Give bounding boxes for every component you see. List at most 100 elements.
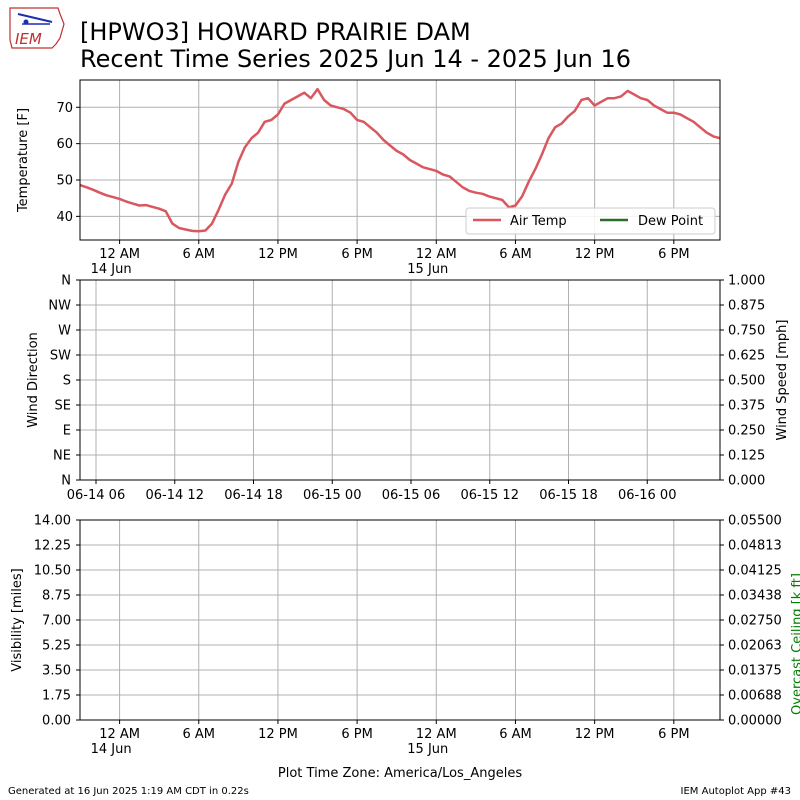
y-tick-label: 8.75: [42, 589, 71, 604]
y-tick-label: 60: [56, 137, 73, 152]
y2-tick-label: 0.01375: [728, 664, 782, 679]
y-tick-label: W: [58, 324, 71, 339]
y2-axis-label-ceiling: Overcast Ceiling [k ft]: [790, 573, 800, 715]
y2-tick-label: 0.250: [728, 424, 765, 439]
x-tick-label-line: 6 PM: [658, 247, 689, 262]
y-tick-label: 12.25: [34, 539, 71, 554]
y-tick-label: 0.00: [42, 714, 71, 729]
legend-label-air-temp: Air Temp: [510, 214, 567, 229]
x-tick-label-line: 6 AM: [499, 247, 532, 262]
legend-box: [465, 207, 716, 235]
y-axis-label-temperature: Temperature [F]: [16, 108, 31, 213]
x-tick-label: 12 PM: [258, 727, 298, 742]
y2-tick-label: 0.00000: [728, 714, 782, 729]
x-tick-label: 12 AM 14 Jun: [91, 727, 140, 757]
y-tick-label: 7.00: [42, 614, 71, 629]
y-tick-label: N: [61, 274, 71, 289]
y-tick-label: 1.75: [42, 689, 71, 704]
y-tick-label: N: [61, 474, 71, 489]
y2-tick-label: 0.05500: [728, 514, 782, 529]
y-tick-label: SW: [50, 349, 71, 364]
x-tick-label: 12 PM: [575, 727, 615, 742]
y2-tick-label: 0.500: [728, 374, 765, 389]
series-line-air-temp: [79, 87, 721, 233]
x-tick-label: 06-15 00: [303, 488, 361, 503]
x-tick-label: 6 PM: [658, 247, 689, 262]
plot-frame-wind: [79, 279, 721, 481]
x-tick-label-line: 6 AM: [183, 247, 216, 262]
x-tick-label: 12 AM 14 Jun: [91, 247, 140, 277]
y-axis-label-visibility: Visibility [miles]: [10, 568, 25, 671]
x-tick-label: 6 AM: [183, 727, 216, 742]
x-tick-label-line: 14 Jun: [91, 262, 132, 277]
x-tick-label-line: 12 PM: [258, 727, 298, 742]
x-tick-label: 12 PM: [575, 247, 615, 262]
footer-generated: Generated at 16 Jun 2025 1:19 AM CDT in …: [8, 786, 249, 797]
legend-label-dew-point: Dew Point: [638, 214, 703, 229]
x-tick-label: 06-15 06: [382, 488, 440, 503]
footer-app: IEM Autoplot App #43: [681, 786, 791, 797]
y-tick-label: 10.50: [34, 564, 71, 579]
y2-tick-label: 0.02063: [728, 639, 782, 654]
y2-tick-label: 0.03438: [728, 589, 782, 604]
y-tick-label: 14.00: [34, 514, 71, 529]
logo-text: IEM: [15, 30, 42, 48]
y2-tick-label: 0.375: [728, 399, 765, 414]
chart-title: [HPWO3] HOWARD PRAIRIE DAM: [80, 18, 471, 46]
x-tick-label: 06-14 18: [224, 488, 282, 503]
y2-tick-label: 0.125: [728, 449, 765, 464]
x-tick-label: 06-14 12: [146, 488, 204, 503]
plot-frame-temperature: [79, 79, 721, 241]
iem-logo: IEM: [9, 7, 65, 49]
x-tick-label: 12 PM: [258, 247, 298, 262]
x-tick-label-line: 12 PM: [258, 247, 298, 262]
y2-tick-label: 0.00688: [728, 689, 782, 704]
y-tick-label: SE: [55, 399, 71, 414]
x-tick-label-line: 12 AM: [99, 247, 140, 262]
y2-tick-label: 0.04813: [728, 539, 782, 554]
y-tick-label: S: [63, 374, 71, 389]
y2-tick-label: 1.000: [728, 274, 765, 289]
y2-tick-label: 0.04125: [728, 564, 782, 579]
y2-axis-label-wind-speed: Wind Speed [mph]: [775, 320, 790, 441]
x-tick-label-line: 12 AM: [99, 727, 140, 742]
y-tick-label: 3.50: [42, 664, 71, 679]
y-tick-label: 40: [56, 210, 73, 225]
y2-tick-label: 0.875: [728, 299, 765, 314]
x-tick-label: 12 AM 15 Jun: [407, 727, 456, 757]
x-tick-label: 06-15 12: [461, 488, 519, 503]
x-tick-label-line: 12 AM: [416, 727, 457, 742]
y-tick-label: 5.25: [42, 639, 71, 654]
x-tick-label: 6 PM: [658, 727, 689, 742]
x-tick-label: 6 AM: [499, 727, 532, 742]
x-tick-label-line: 6 PM: [341, 247, 372, 262]
y-tick-label: NE: [53, 449, 71, 464]
x-tick-label: 6 PM: [341, 247, 372, 262]
logo-stroke: [17, 13, 53, 23]
x-tick-label-line: 6 AM: [499, 727, 532, 742]
y-tick-label: E: [63, 424, 71, 439]
y2-tick-label: 0.625: [728, 349, 765, 364]
y-axis-label-wind-direction: Wind Direction: [26, 332, 41, 428]
x-tick-label: 06-14 06: [67, 488, 125, 503]
x-tick-label-line: 15 Jun: [407, 262, 448, 277]
legend: Air Temp Dew Point: [465, 207, 716, 235]
x-tick-label-line: 12 AM: [416, 247, 457, 262]
x-tick-label: 6 AM: [183, 247, 216, 262]
y-tick-label: 70: [56, 101, 73, 116]
y2-tick-label: 0.02750: [728, 614, 782, 629]
x-tick-label-line: 6 AM: [183, 727, 216, 742]
x-tick-label: 12 AM 15 Jun: [407, 247, 456, 277]
x-tick-label-line: 15 Jun: [407, 742, 448, 757]
y2-tick-label: 0.000: [728, 474, 765, 489]
x-tick-label-line: 6 PM: [658, 727, 689, 742]
logo-dot: [23, 19, 29, 25]
y2-tick-label: 0.750: [728, 324, 765, 339]
x-tick-label-line: 14 Jun: [91, 742, 132, 757]
x-tick-label-line: 12 PM: [575, 727, 615, 742]
x-tick-label: 06-15 18: [539, 488, 597, 503]
x-tick-label-line: 6 PM: [341, 727, 372, 742]
x-tick-label: 06-16 00: [618, 488, 676, 503]
logo-state-outline: [9, 7, 65, 49]
